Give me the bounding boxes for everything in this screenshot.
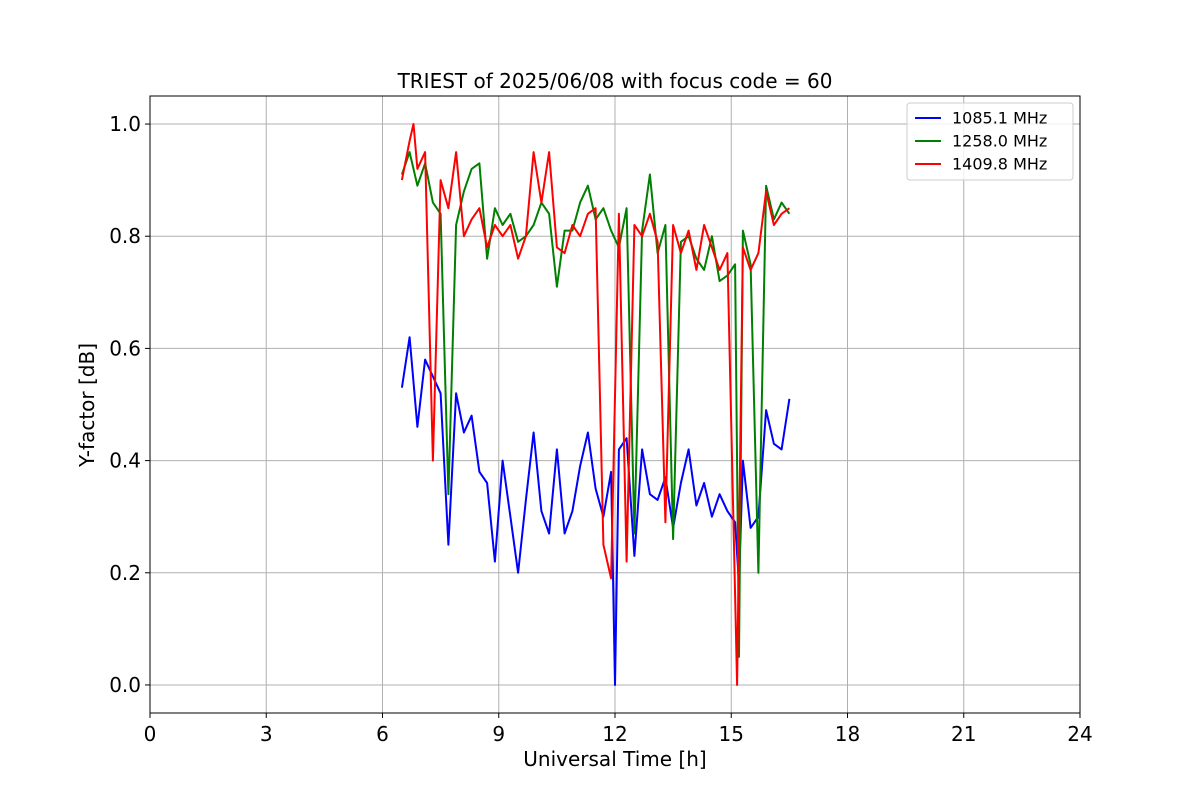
x-ticks: 0 3 6 9 12 15 18 21 24	[144, 713, 1093, 746]
chart-title: TRIEST of 2025/06/08 with focus code = 6…	[397, 69, 833, 93]
y-tick-label: 0.4	[109, 449, 141, 473]
series-line	[400, 151, 791, 658]
legend-label: 1085.1 MHz	[952, 109, 1047, 128]
x-tick-label: 18	[835, 722, 860, 746]
legend-box	[906, 102, 1074, 181]
y-ticks: 0.0 0.2 0.4 0.6 0.8 1.0	[109, 112, 150, 697]
y-tick-label: 1.0	[109, 112, 141, 136]
y-tick-label: 0.0	[109, 673, 141, 697]
x-tick-label: 3	[260, 722, 273, 746]
legend: 1085.1 MHz 1258.0 MHz 1409.8 MHz	[906, 102, 1074, 181]
series-line	[400, 123, 790, 686]
y-tick-label: 0.6	[109, 336, 141, 360]
y-tick-label: 0.8	[109, 224, 141, 248]
x-tick-label: 9	[492, 722, 505, 746]
x-tick-label: 0	[144, 722, 157, 746]
legend-label: 1258.0 MHz	[952, 132, 1047, 151]
x-tick-label: 6	[376, 722, 389, 746]
y-axis-label: Y-factor [dB]	[75, 343, 99, 468]
legend-label: 1409.8 MHz	[952, 155, 1047, 174]
plot-lines	[400, 123, 791, 686]
x-tick-label: 12	[602, 722, 627, 746]
x-tick-label: 24	[1067, 722, 1092, 746]
y-tick-label: 0.2	[109, 561, 141, 585]
x-axis-label: Universal Time [h]	[523, 747, 706, 771]
x-tick-label: 21	[951, 722, 976, 746]
x-tick-label: 15	[719, 722, 744, 746]
